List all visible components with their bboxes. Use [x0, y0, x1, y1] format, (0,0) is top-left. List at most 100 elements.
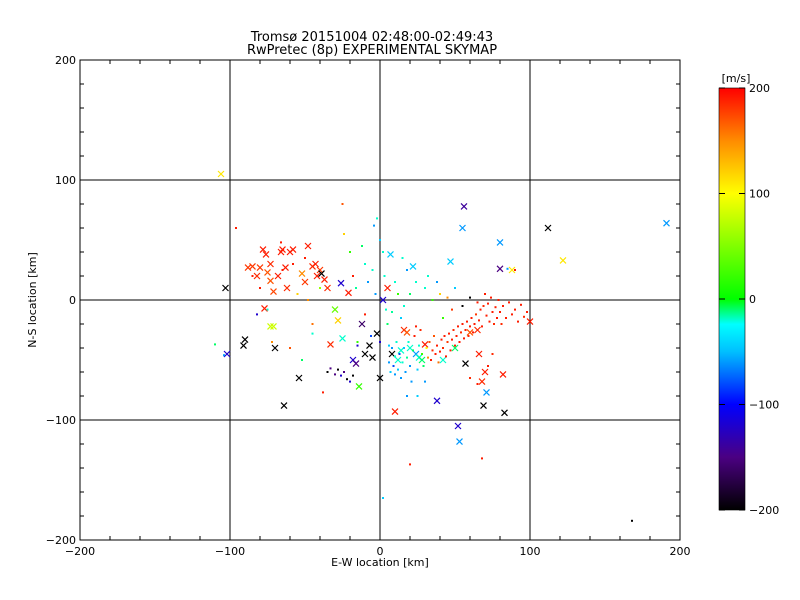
data-point-dot [502, 305, 504, 307]
data-point-cross [369, 354, 376, 362]
data-point-dot [476, 383, 479, 385]
colorbar-tick-label: −200 [749, 504, 779, 517]
x-axis-ticks: −200 −100 0 100 200 [65, 60, 691, 558]
data-point-dot [388, 344, 390, 347]
data-point-dot [352, 275, 354, 277]
data-point-cross [339, 334, 346, 342]
data-point-cross [324, 284, 331, 292]
data-point-dot [382, 497, 384, 499]
data-point-dot [511, 313, 513, 316]
data-point-dot [319, 287, 321, 289]
data-point-dot [394, 281, 396, 283]
data-point-cross [331, 306, 339, 314]
data-point-dot [442, 317, 444, 319]
data-point-dot [292, 263, 294, 265]
data-point-dot [334, 373, 336, 376]
data-point-dot [476, 301, 479, 304]
data-point-dot [485, 314, 488, 317]
data-point-dot [481, 457, 483, 460]
data-point-dot [526, 311, 528, 313]
data-point-dot [383, 275, 386, 277]
data-point-cross [481, 368, 489, 376]
data-point-dot [406, 269, 408, 271]
data-point-dot [427, 356, 429, 359]
data-point-dot [427, 275, 429, 277]
data-point-dot [497, 299, 500, 301]
colorbar-tick-label: 200 [749, 82, 770, 95]
data-point-cross [267, 260, 274, 268]
data-point-dot [469, 377, 471, 379]
data-point-cross [409, 262, 417, 270]
data-point-dot [496, 317, 498, 319]
data-point-dot [439, 350, 441, 353]
data-point-cross [217, 170, 225, 178]
data-point-dot [460, 331, 462, 334]
data-point-dot [479, 308, 482, 311]
data-point-cross [240, 342, 247, 350]
data-point-dot [304, 257, 306, 259]
data-point-dot [442, 347, 444, 349]
data-point-dot [412, 349, 414, 352]
data-point-dot [461, 323, 464, 325]
data-point-dot [443, 335, 446, 337]
data-point-dot [364, 263, 366, 265]
data-point-dot [379, 341, 381, 343]
data-point-dot [470, 317, 473, 319]
data-point-cross [474, 326, 481, 334]
data-points [214, 170, 670, 522]
data-point-dot [418, 344, 420, 347]
x-tick-label: 100 [520, 545, 541, 558]
data-point-dot [266, 308, 269, 311]
data-point-dot [404, 371, 407, 373]
data-point-dot [394, 355, 396, 358]
data-point-dot [455, 335, 458, 337]
x-axis-label: E-W location [km] [331, 556, 429, 569]
data-point-dot [445, 355, 447, 358]
data-point-dot [631, 519, 633, 522]
data-point-cross [496, 265, 504, 273]
data-point-dot [425, 347, 428, 349]
data-point-dot [364, 313, 366, 316]
data-point-dot [391, 347, 393, 349]
data-point-dot [391, 311, 393, 313]
data-point-cross [337, 279, 345, 287]
data-point-dot [449, 349, 452, 352]
data-point-dot [370, 335, 372, 337]
data-point-dot [301, 359, 303, 361]
data-point-cross [433, 397, 441, 405]
data-point-cross [279, 246, 286, 254]
data-point-dot [424, 380, 426, 383]
data-point-dot [385, 308, 387, 311]
data-point-cross [267, 277, 274, 285]
data-point-cross [244, 264, 252, 272]
data-point-cross [475, 350, 483, 358]
data-point-cross [267, 322, 274, 330]
data-point-cross [418, 356, 426, 364]
data-point-cross [256, 264, 264, 272]
data-point-dot [413, 335, 416, 337]
data-point-cross [270, 322, 277, 330]
y-tick-label: −200 [46, 534, 76, 547]
colorbar-tick-label: −100 [749, 399, 779, 412]
data-point-cross [544, 224, 552, 232]
data-point-dot [473, 323, 476, 325]
data-point-dot [388, 361, 390, 364]
data-point-dot [439, 293, 441, 295]
data-point-dot [403, 347, 405, 349]
data-point-dot [482, 305, 485, 307]
data-point-cross [376, 374, 384, 382]
data-point-dot [493, 323, 495, 325]
data-point-dot [349, 251, 351, 253]
data-point-cross [298, 270, 306, 278]
data-point-dot [397, 293, 399, 295]
data-point-dot [469, 325, 471, 328]
data-point-dot [352, 374, 354, 377]
data-point-cross [501, 409, 508, 417]
x-tick-label: −200 [65, 545, 95, 558]
data-point-dot [500, 323, 503, 325]
data-point-dot [424, 287, 426, 289]
data-point-cross [321, 276, 328, 284]
data-point-dot [296, 293, 299, 295]
data-point-dot [481, 325, 483, 328]
y-tick-label: −100 [46, 414, 76, 427]
